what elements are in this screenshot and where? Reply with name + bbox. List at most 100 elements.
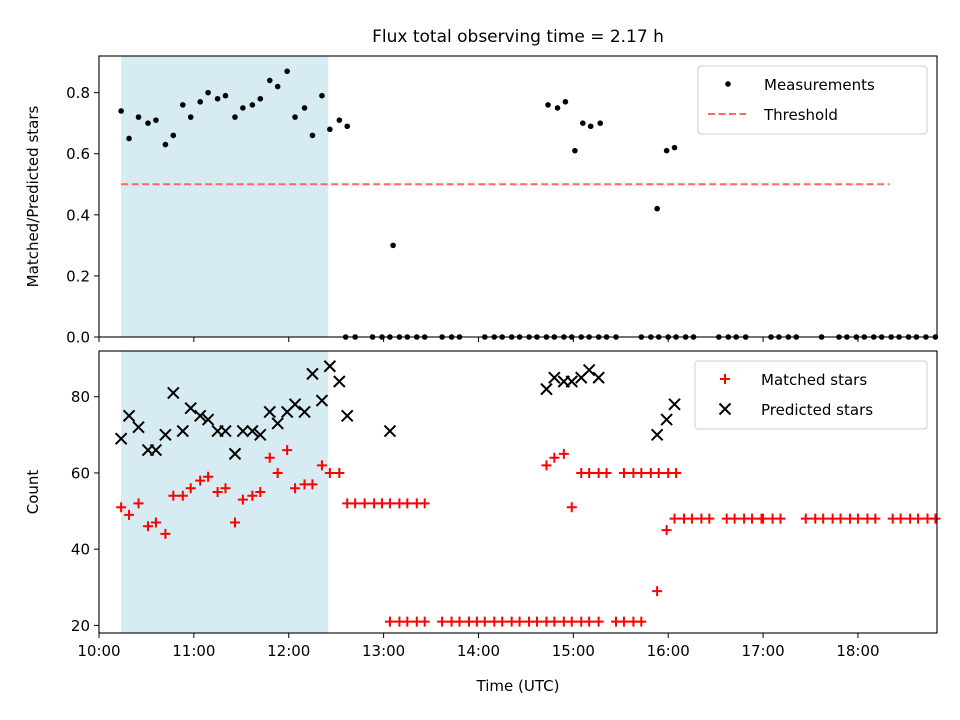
legend-plus-swatch [720,374,730,384]
predicted-stars-point [246,424,259,438]
predicted-stars-point [132,421,145,434]
bottom-chart-counts: 20 40 60 80 10:00 11:00 12:00 13:00 14:00 15:00 16… [24,350,941,695]
matched-stars-point [601,467,612,478]
matched-stars-point [334,467,345,478]
y-tick-label: 40 [71,541,90,559]
y-tick-label: 20 [71,617,90,635]
x-tick-label: 11:00 [172,642,215,660]
measurement-point [232,114,238,120]
matched-stars-point [133,498,144,509]
predicted-stars-point [298,405,311,419]
matched-stars-point [203,471,214,482]
shaded-interval [121,56,329,337]
measurement-point [319,92,325,99]
measurement-point [671,144,678,151]
predicted-stars-point [668,398,681,411]
y-tick-label: 0.2 [66,267,90,285]
y-tick-label: 0.6 [66,145,90,163]
measurement-point [562,99,569,105]
x-tick-label: 17:00 [741,642,784,660]
matched-stars-point [177,490,188,501]
measurement-point [301,105,308,111]
measurement-point [162,141,169,148]
matched-stars-point [402,498,413,509]
x-tick-label: 12:00 [267,642,310,660]
y-tick-label: 0.0 [66,329,90,347]
matched-stars-point [384,498,395,509]
predicted-stars-point [660,413,673,426]
figure-title: Flux total observing time = 2.17 h [372,27,664,47]
predicted-stars-point [540,382,553,396]
predicted-stars-point [548,371,561,384]
matched-stars-point [160,528,171,539]
y-tick-label: 0.4 [66,206,90,224]
matched-stars-point [558,448,569,459]
legend-label: Predicted stars [761,401,873,419]
predicted-stars-point [271,417,284,430]
matched-stars-point [497,616,508,627]
measurement-point [292,114,298,120]
matched-stars-point [150,517,161,528]
matched-stars-point [818,513,829,524]
predicted-stars-point [582,363,596,377]
measurement-point [597,120,604,126]
measurement-point [663,147,670,154]
matched-stars-point [237,494,248,505]
matched-stars-point [124,509,135,520]
legend-label: Threshold [763,106,838,124]
predicted-stars-point [323,360,337,373]
matched-stars-point [913,513,924,524]
measurement-point [240,105,246,111]
matched-stars-point [870,513,881,524]
predicted-stars-point [122,409,136,422]
x-tick-label: 14:00 [457,642,500,660]
predicted-stars-point [114,432,128,445]
matched-stars-point [636,467,647,478]
measurement-point [126,135,132,142]
measurement-point [327,126,333,133]
measurement-point [118,108,124,114]
matched-stars-point [636,616,647,627]
matched-stars-point [212,487,223,497]
x-tick-label: 18:00 [836,642,879,660]
matched-stars-point [402,616,413,627]
matched-stars-point [704,513,715,524]
matched-stars-point [669,513,680,524]
x-tick-label: 16:00 [647,642,690,660]
matched-stars-point [566,616,577,627]
predicted-stars-point [565,375,578,388]
measurement-point [197,99,203,105]
predicted-stars-point [149,443,163,457]
y-axis-label: Count [24,470,42,515]
measurement-point [257,95,264,102]
predicted-stars-point [333,375,346,388]
matched-stars-point [384,616,395,627]
matched-stars-point [652,586,663,597]
matched-stars-point [350,498,361,509]
matched-stars-point [653,467,664,478]
legend-dot-swatch [725,81,731,87]
legend-label: Matched stars [761,371,867,389]
predicted-stars-point [650,428,664,442]
matched-stars-point [307,479,318,490]
predicted-stars-point [263,405,276,419]
predicted-stars-point [288,398,302,411]
measurement-point [180,102,186,108]
matched-stars-point [729,513,740,524]
predicted-stars-point [236,424,250,438]
matched-stars-point [282,445,293,456]
matched-stars-point [168,490,179,501]
matched-stars-point [324,467,335,478]
matched-stars-point [437,616,448,627]
top-chart-measurements: 0.0 0.2 0.4 0.6 0.8 Matched/Predicted stars Me… [24,55,939,347]
matched-stars-point [584,616,595,627]
measurement-point [145,120,151,126]
matched-stars-point [618,467,629,478]
y-tick-label: 0.8 [66,84,90,102]
predicted-stars-point [201,413,215,426]
x-tick-label: 13:00 [362,642,405,660]
matched-stars-point [272,467,283,478]
measurement-point [170,132,177,139]
matched-stars-point [247,490,258,501]
measurement-point [390,242,396,249]
